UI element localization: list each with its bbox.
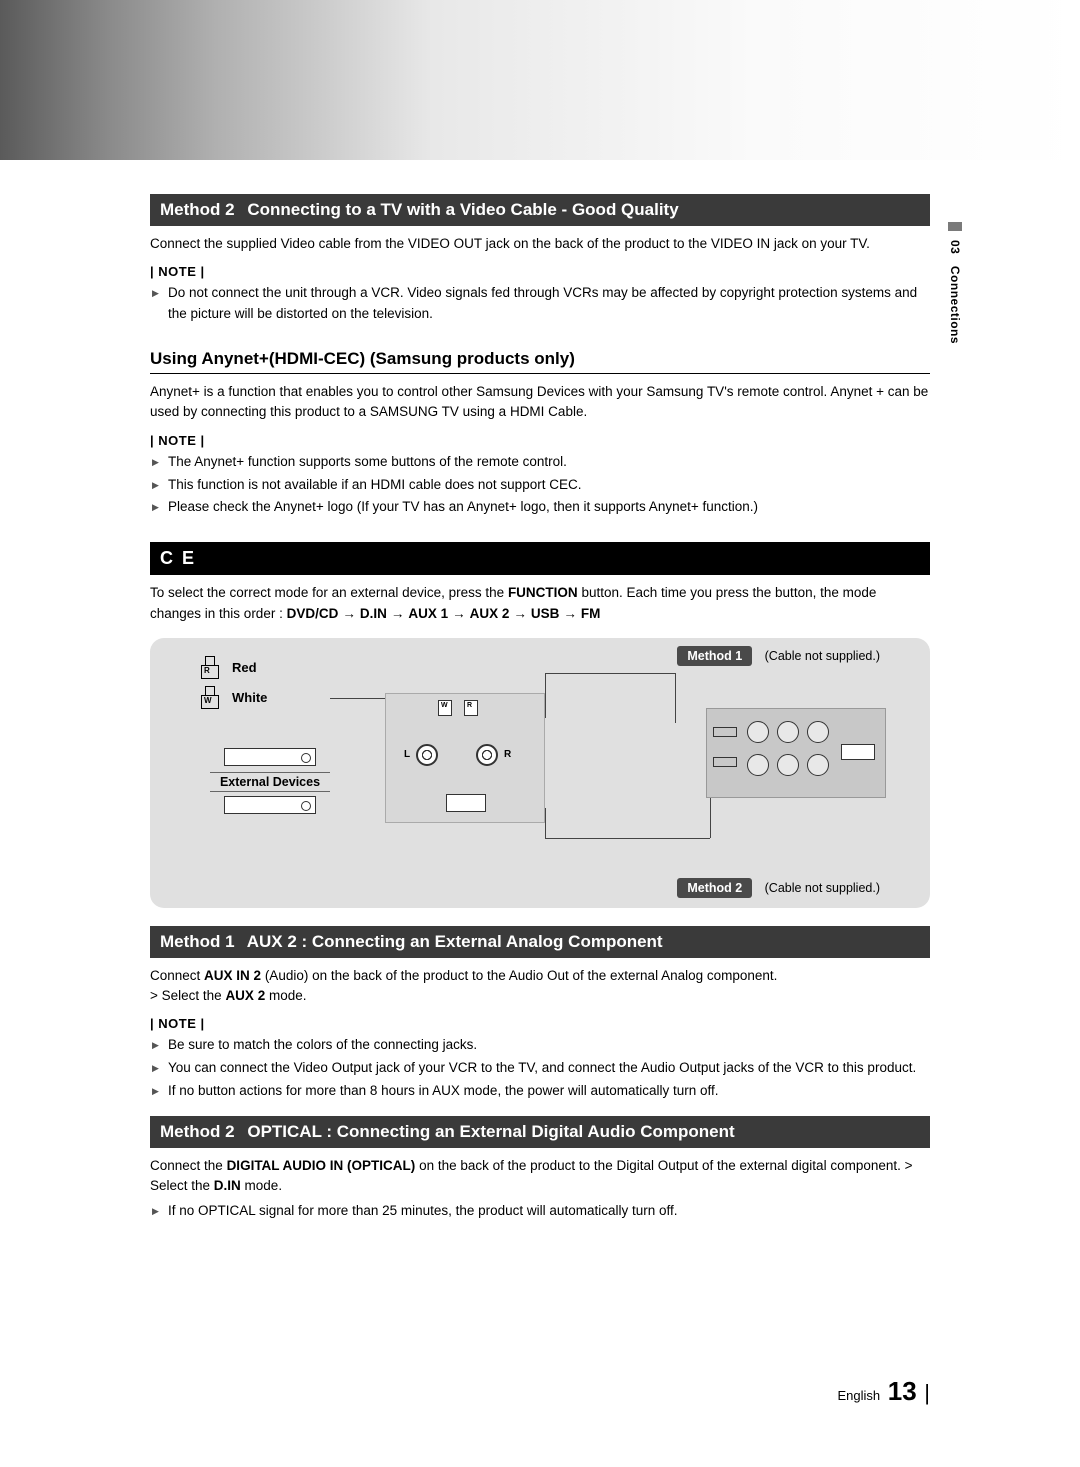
rca-jack-l — [416, 744, 438, 766]
method-title: Connecting to a TV with a Video Cable - … — [247, 200, 678, 219]
wire — [545, 673, 546, 718]
function-bold: FUNCTION — [508, 585, 578, 600]
note-label: | NOTE | — [150, 264, 930, 279]
wire — [545, 673, 675, 674]
method-title: AUX 2 : Connecting an External Analog Co… — [247, 932, 663, 951]
section-band: C E — [150, 542, 930, 575]
t: D.IN — [214, 1178, 241, 1193]
port-icon — [747, 754, 769, 776]
section3-notes: If no OPTICAL signal for more than 25 mi… — [150, 1201, 930, 1222]
device-icon — [224, 796, 316, 814]
jack-r-label: R — [504, 749, 511, 760]
note-item: The Anynet+ function supports some butto… — [168, 452, 930, 473]
note-item: If no button actions for more than 8 hou… — [168, 1081, 930, 1102]
t: mode. — [265, 988, 306, 1003]
anynet-notes: The Anynet+ function supports some butto… — [150, 452, 930, 519]
external-devices-label: External Devices — [210, 772, 330, 792]
method2-video-header: Method 2 Connecting to a TV with a Video… — [150, 194, 930, 226]
method1-aux2-header: Method 1 AUX 2 : Connecting an External … — [150, 926, 930, 958]
note-item: You can connect the Video Output jack of… — [168, 1058, 930, 1079]
rca-jack-r — [476, 744, 498, 766]
port-icon — [713, 727, 737, 737]
plug-icon: R — [198, 656, 220, 680]
method2-label-row: Method 2 (Cable not supplied.) — [677, 878, 880, 898]
page-footer: English 13 | — [837, 1376, 930, 1407]
anynet-heading: Using Anynet+(HDMI-CEC) (Samsung product… — [150, 349, 930, 374]
wire — [330, 698, 385, 699]
port-icon — [777, 754, 799, 776]
method2-pill: Method 2 — [677, 878, 752, 898]
plug-icon: W — [198, 686, 220, 710]
note-item: Be sure to match the colors of the conne… — [168, 1035, 930, 1056]
header-gradient — [0, 0, 1080, 160]
note-label: | NOTE | — [150, 433, 930, 448]
mode-seq: DVD/CD→D.IN→AUX 1→AUX 2→USB→FM — [287, 606, 601, 621]
section1-body: Connect the supplied Video cable from th… — [150, 234, 930, 254]
footer-lang: English — [837, 1388, 880, 1403]
note-item: Do not connect the unit through a VCR. V… — [168, 283, 930, 325]
device-icon — [224, 748, 316, 766]
m: FM — [581, 606, 601, 621]
t: To select the correct mode for an extern… — [150, 585, 508, 600]
wire — [545, 808, 546, 838]
external-devices-box: External Devices — [210, 748, 330, 820]
t: AUX 2 — [225, 988, 265, 1003]
jack-l-label: L — [404, 749, 410, 760]
t: Connect — [150, 968, 204, 983]
legend-text: White — [232, 690, 267, 705]
port-icon — [807, 754, 829, 776]
section3-body: Connect the DIGITAL AUDIO IN (OPTICAL) o… — [150, 1156, 930, 1197]
note-item: This function is not available if an HDM… — [168, 475, 930, 496]
page-content: Method 2 Connecting to a TV with a Video… — [0, 194, 1080, 1222]
method1-label-row: Method 1 (Cable not supplied.) — [677, 646, 880, 666]
hdmi-port-icon — [841, 744, 875, 760]
anynet-body: Anynet+ is a function that enables you t… — [150, 382, 930, 423]
wire — [710, 798, 711, 838]
t: mode. — [241, 1178, 282, 1193]
t: Connect the — [150, 1158, 227, 1173]
cable-note: (Cable not supplied.) — [765, 649, 880, 663]
m: D.IN — [360, 606, 387, 621]
t: (Audio) on the back of the product to th… — [261, 968, 777, 983]
note-item: If no OPTICAL signal for more than 25 mi… — [168, 1201, 930, 1222]
port-icon — [777, 721, 799, 743]
t: DIGITAL AUDIO IN (OPTICAL) — [227, 1158, 416, 1173]
footer-page: 13 — [888, 1376, 917, 1406]
method-title: OPTICAL : Connecting an External Digital… — [247, 1122, 734, 1141]
l: W — [204, 696, 212, 705]
method-tag: Method 2 — [160, 200, 243, 219]
aux-panel: W R L R — [385, 693, 545, 823]
m: AUX 2 — [470, 606, 510, 621]
mode-intro: To select the correct mode for an extern… — [150, 583, 930, 624]
section1-notes: Do not connect the unit through a VCR. V… — [150, 283, 930, 325]
m: DVD/CD — [287, 606, 339, 621]
s: W — [441, 702, 448, 709]
optical-port-icon — [446, 794, 486, 812]
connection-diagram: Method 1 (Cable not supplied.) R Red W W… — [150, 638, 930, 908]
note-label: | NOTE | — [150, 1016, 930, 1031]
method1-pill: Method 1 — [677, 646, 752, 666]
s: R — [467, 702, 472, 709]
cable-note: (Cable not supplied.) — [765, 881, 880, 895]
wire — [675, 673, 676, 723]
port-icon — [747, 721, 769, 743]
legend-white: W White — [198, 686, 912, 710]
wire — [545, 838, 710, 839]
t: AUX IN 2 — [204, 968, 261, 983]
method-tag: Method 1 — [160, 932, 243, 951]
port-icon — [713, 757, 737, 767]
method2-optical-header: Method 2 OPTICAL : Connecting an Externa… — [150, 1116, 930, 1148]
legend-text: Red — [232, 660, 257, 675]
section2-body: Connect AUX IN 2 (Audio) on the back of … — [150, 966, 930, 1007]
m: AUX 1 — [408, 606, 448, 621]
footer-bar: | — [924, 1380, 930, 1405]
t: > Select the — [150, 988, 225, 1003]
m: USB — [531, 606, 560, 621]
method-tag: Method 2 — [160, 1122, 243, 1141]
section2-notes: Be sure to match the colors of the conne… — [150, 1035, 930, 1102]
note-item: Please check the Anynet+ logo (If your T… — [168, 497, 930, 518]
port-icon — [807, 721, 829, 743]
l: R — [204, 666, 210, 675]
rear-panel — [706, 708, 886, 798]
